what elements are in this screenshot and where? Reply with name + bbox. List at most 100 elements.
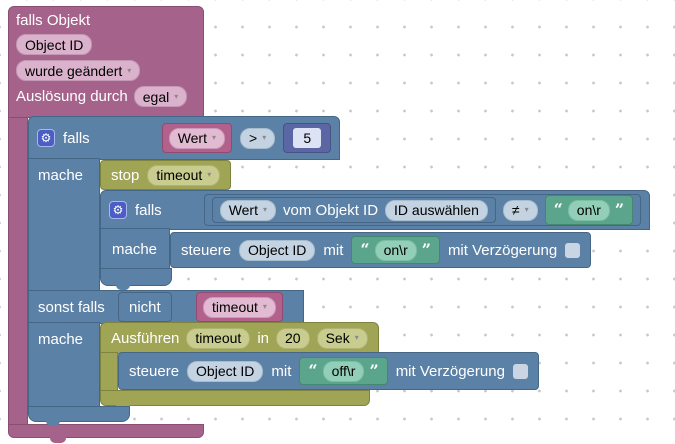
stop-timer-name: timeout [156, 167, 203, 183]
inner-if-footer[interactable] [100, 268, 172, 286]
string-field-on[interactable]: on\r [567, 199, 610, 221]
state-attr-dropdown[interactable]: Wert ▾ [219, 199, 277, 221]
trigger-block-title: falls Objekt [16, 12, 91, 29]
exec-timer-field[interactable]: timeout [186, 327, 251, 349]
gear-glyph: ⚙ [112, 203, 124, 217]
if-block-do2-bar[interactable] [28, 322, 100, 408]
select-id-label: ID auswählen [394, 202, 479, 218]
mutator-gear-icon[interactable]: ⚙ [109, 201, 127, 219]
control-object-id-label: Object ID [248, 242, 307, 258]
dropdown-arrow-icon: ▾ [127, 65, 132, 75]
dropdown-arrow-icon: ▾ [263, 205, 268, 214]
timeout-name: timeout [212, 299, 258, 315]
object-id-field[interactable]: Object ID [16, 34, 93, 55]
select-id-button[interactable]: ID auswählen [385, 199, 488, 221]
state-attr-label: Wert [228, 202, 258, 218]
inner-if-block-header[interactable]: ⚙ falls Wert ▾ vom Objekt ID ID auswähle… [100, 190, 651, 230]
string-block-off-value[interactable]: “ off\r ” [299, 357, 388, 385]
exec-delay-field[interactable]: 20 [276, 327, 310, 349]
exec-block-footer[interactable] [100, 390, 370, 406]
close-quote-icon: ” [369, 361, 379, 380]
gear-glyph: ⚙ [40, 131, 52, 145]
stop-timer-dropdown[interactable]: timeout ▾ [147, 164, 221, 186]
trigger-block-left-bar[interactable] [8, 117, 28, 425]
delay-label: mit Verzögerung [395, 362, 505, 380]
open-quote-icon: “ [553, 200, 563, 219]
open-quote-icon: “ [308, 361, 318, 380]
delay-checkbox[interactable] [565, 242, 581, 258]
string-block-on[interactable]: “ on\r ” [544, 195, 634, 225]
do-label: mache [38, 167, 84, 184]
operator-label: > [249, 130, 258, 146]
trigger-block-footer[interactable] [8, 424, 204, 438]
delay-label: mit Verzögerung [447, 241, 558, 259]
string-block-on-value[interactable]: “ on\r ” [351, 236, 440, 264]
get-state-value-block[interactable]: Wert ▾ vom Objekt ID ID auswählen [211, 197, 496, 223]
stop-timeout-block[interactable]: stop timeout ▾ [100, 160, 232, 190]
inner-comparison-block[interactable]: Wert ▾ vom Objekt ID ID auswählen ≠ ▾ “ … [203, 194, 642, 226]
trigger-by-value: egal [142, 88, 170, 105]
steuere-label: steuere [181, 241, 232, 259]
comparison-operator-dropdown[interactable]: > ▾ [240, 127, 276, 149]
inner-if-bottom-connector [116, 285, 130, 290]
trigger-by-dropdown[interactable]: egal ▾ [133, 86, 188, 107]
not-equal-operator-dropdown[interactable]: ≠ ▾ [502, 199, 538, 221]
exec-label: Ausführen [111, 329, 180, 347]
string-field-off-value[interactable]: off\r [322, 360, 365, 382]
wert-label: Wert [177, 130, 207, 146]
control-block-on[interactable]: steuere Object ID mit “ on\r ” mit Verzö… [170, 232, 592, 268]
trigger-block-bottom-connector [50, 437, 66, 443]
exec-unit-dropdown[interactable]: Sek ▾ [316, 327, 368, 349]
change-mode-dropdown[interactable]: wurde geändert ▾ [16, 60, 141, 81]
number-block[interactable]: 5 [283, 123, 332, 153]
close-quote-icon: ” [421, 240, 431, 259]
if-block-header[interactable]: ⚙ falls Wert ▾ > ▾ 5 [28, 116, 341, 160]
dropdown-arrow-icon: ▾ [174, 91, 179, 101]
delay-checkbox[interactable] [512, 363, 528, 379]
mit-label: mit [271, 362, 292, 380]
if-block-footer[interactable] [28, 406, 130, 422]
not-equal-label: ≠ [511, 202, 520, 218]
timeout-dropdown[interactable]: timeout ▾ [203, 296, 276, 318]
mutator-gear-icon[interactable]: ⚙ [37, 129, 55, 147]
control-object-id-field[interactable]: Object ID [187, 360, 264, 382]
change-mode-label: wurde geändert [25, 62, 123, 79]
dropdown-arrow-icon: ▾ [524, 205, 529, 214]
mit-label: mit [323, 241, 344, 259]
in-label: in [257, 329, 269, 347]
stop-label: stop [111, 166, 140, 184]
object-id-field-label: Object ID [25, 36, 84, 53]
dropdown-arrow-icon: ▾ [262, 133, 267, 142]
exec-block-header[interactable]: Ausführen timeout in 20 Sek ▾ [100, 322, 379, 354]
dropdown-arrow-icon: ▾ [262, 302, 267, 311]
wert-dropdown[interactable]: Wert ▾ [168, 127, 226, 149]
exec-block-left-bar[interactable] [100, 352, 118, 392]
control-block-off[interactable]: steuere Object ID mit “ off\r ” mit Verz… [118, 352, 539, 390]
string-field-on-value[interactable]: on\r [374, 239, 417, 261]
inner-do-label: mache [112, 241, 158, 258]
number-field[interactable]: 5 [293, 128, 322, 148]
control-object-id-label: Object ID [196, 363, 255, 379]
if-block-bottom-connector [46, 421, 60, 426]
close-quote-icon: ” [614, 200, 625, 219]
open-quote-icon: “ [360, 240, 370, 259]
dropdown-arrow-icon: ▾ [212, 133, 217, 142]
do2-label: mache [38, 331, 84, 348]
dropdown-arrow-icon: ▾ [354, 333, 359, 342]
inner-if-do-bar[interactable] [100, 228, 170, 270]
not-block[interactable]: nicht [118, 292, 172, 322]
exec-timer-name: timeout [195, 330, 242, 346]
not-label: nicht [129, 298, 161, 316]
dropdown-arrow-icon: ▾ [207, 170, 212, 179]
wert-value-block[interactable]: Wert ▾ [161, 123, 233, 153]
elseif-label: sonst falls [38, 299, 105, 316]
control-object-id-field[interactable]: Object ID [239, 239, 316, 261]
if-block-do-bar[interactable] [28, 158, 100, 292]
inner-if-label: falls [135, 201, 162, 219]
trigger-block-header[interactable]: falls Objekt Object ID wurde geändert ▾ … [8, 6, 204, 118]
vom-objekt-id-label: vom Objekt ID [283, 201, 379, 219]
exec-delay-value: 20 [285, 330, 301, 346]
timeout-object-block[interactable]: timeout ▾ [196, 292, 283, 322]
steuere-label: steuere [129, 362, 180, 380]
